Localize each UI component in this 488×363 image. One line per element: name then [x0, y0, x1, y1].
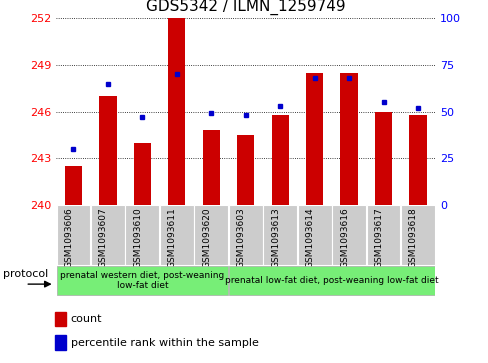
Bar [134, 143, 151, 205]
Bar [408, 115, 426, 205]
Text: GSM1093613: GSM1093613 [271, 207, 280, 268]
Bar [237, 135, 254, 205]
Text: GSM1093617: GSM1093617 [374, 207, 383, 268]
Bar [297, 205, 331, 265]
Text: count: count [70, 314, 102, 324]
Bar [168, 18, 185, 205]
Bar [65, 166, 82, 205]
Bar [57, 205, 90, 265]
Text: GSM1093606: GSM1093606 [64, 207, 73, 268]
Bar [160, 205, 193, 265]
Bar [340, 73, 357, 205]
Bar [194, 205, 228, 265]
Text: percentile rank within the sample: percentile rank within the sample [70, 338, 258, 347]
Bar [57, 266, 228, 295]
Text: GSM1093616: GSM1093616 [339, 207, 348, 268]
Bar [263, 205, 296, 265]
Bar [125, 205, 159, 265]
Bar [305, 73, 323, 205]
Bar [228, 266, 434, 295]
Text: GSM1093603: GSM1093603 [236, 207, 245, 268]
Text: GSM1093610: GSM1093610 [133, 207, 142, 268]
Bar [228, 205, 262, 265]
Text: GSM1093620: GSM1093620 [202, 207, 211, 268]
Title: GDS5342 / ILMN_1259749: GDS5342 / ILMN_1259749 [145, 0, 345, 15]
Bar [400, 205, 434, 265]
Bar [55, 335, 65, 350]
Bar [374, 111, 391, 205]
Bar [331, 205, 365, 265]
Text: GSM1093618: GSM1093618 [408, 207, 417, 268]
Text: GSM1093611: GSM1093611 [167, 207, 177, 268]
Text: protocol: protocol [3, 269, 48, 279]
Text: prenatal western diet, post-weaning
low-fat diet: prenatal western diet, post-weaning low-… [60, 271, 224, 290]
Text: GSM1093607: GSM1093607 [99, 207, 108, 268]
Bar [55, 312, 65, 326]
Bar [271, 115, 288, 205]
Bar [202, 130, 220, 205]
Bar [99, 96, 116, 205]
Bar [91, 205, 124, 265]
Text: prenatal low-fat diet, post-weaning low-fat diet: prenatal low-fat diet, post-weaning low-… [224, 276, 438, 285]
Text: GSM1093614: GSM1093614 [305, 207, 314, 268]
Bar [366, 205, 400, 265]
